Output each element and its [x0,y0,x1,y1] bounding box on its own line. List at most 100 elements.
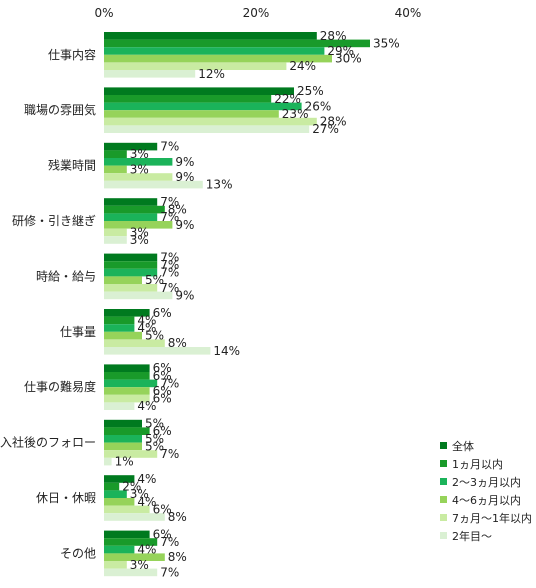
category-label: 職場の雰囲気 [24,102,96,117]
data-label: 5% [145,329,164,343]
bar [104,450,158,458]
category-label: 仕事内容 [48,47,96,62]
data-label: 7% [160,447,179,461]
data-label: 3% [130,225,149,239]
bar [104,158,173,166]
data-label: 7% [160,376,179,390]
bar [104,331,142,340]
data-label: 4% [137,313,156,327]
bar [104,568,158,577]
data-label: 9% [175,155,194,169]
x-tick-label: 40% [395,6,422,20]
legend-label: 2～3ヵ月以内 [452,475,521,489]
category-label: 時給・給与 [36,269,96,283]
bar [104,47,325,55]
legend-swatch [440,514,447,521]
bar [104,482,120,491]
bar [104,95,272,103]
bar [104,70,196,78]
data-label: 7% [160,195,179,209]
legend-label: 1ヵ月以内 [452,457,503,471]
bar [104,110,279,118]
bar [104,268,158,277]
bar [104,561,127,569]
data-label: 7% [160,258,179,272]
bar [104,538,158,546]
bar [104,490,127,498]
bar [104,221,173,229]
data-label: 8% [168,550,187,564]
data-label: 6% [153,424,172,438]
data-label: 7% [160,266,179,280]
bar [104,87,294,95]
x-tick-label: 0% [94,6,113,20]
data-label: 8% [168,336,187,350]
legend-label: 4～6ヵ月以内 [452,493,521,507]
data-label: 6% [153,384,172,398]
data-label: 6% [153,369,172,383]
legend-label: 2年目～ [452,529,492,543]
data-label: 3% [130,162,149,176]
bar [104,435,142,443]
bar [104,347,211,355]
data-label: 4% [137,321,156,335]
bar [104,117,317,126]
data-label: 24% [289,59,316,73]
data-label: 4% [137,472,156,486]
data-label: 6% [153,306,172,320]
legend-swatch [440,496,447,503]
bar [104,213,158,221]
category-label: 仕事量 [60,325,96,339]
bar [104,427,150,435]
bar [104,475,135,483]
data-label: 9% [175,170,194,184]
bar [104,457,112,466]
data-label: 3% [130,147,149,161]
data-label: 7% [160,281,179,295]
bar [104,54,332,63]
bar [104,394,150,403]
bar [104,372,150,380]
data-label: 4% [137,399,156,413]
data-label: 2% [122,480,141,494]
bar [104,309,150,317]
category-label: 研修・引き継ぎ [12,213,96,228]
x-tick-label: 20% [243,6,270,20]
category-label: 入社後のフォロー [0,435,96,450]
bar [104,387,150,395]
data-label: 7% [160,535,179,549]
data-label: 22% [274,92,301,106]
bar [104,236,127,244]
legend-swatch [440,478,447,485]
data-label: 13% [206,178,233,192]
data-label: 14% [213,344,240,358]
data-label: 1% [115,455,134,469]
data-label: 7% [160,140,179,154]
data-label: 5% [145,417,164,431]
bar [104,142,158,151]
bar [104,173,173,181]
data-label: 3% [130,233,149,247]
bar [104,505,150,514]
data-label: 25% [297,84,324,98]
bar [104,442,142,451]
data-label: 3% [130,487,149,501]
bar [104,205,165,214]
data-label: 4% [137,543,156,557]
data-label: 6% [153,502,172,516]
legend-swatch [440,460,447,467]
legend-label: 全体 [452,439,474,453]
category-label: 仕事の難易度 [24,379,96,394]
bar [104,198,158,206]
data-label: 6% [153,361,172,375]
data-label: 30% [335,52,362,66]
data-label: 35% [373,36,400,50]
bar [104,379,158,388]
bar [104,39,370,48]
data-label: 9% [175,218,194,232]
bar [104,150,127,158]
category-label: 残業時間 [48,159,96,173]
data-label: 26% [305,99,332,113]
data-label: 7% [160,565,179,579]
